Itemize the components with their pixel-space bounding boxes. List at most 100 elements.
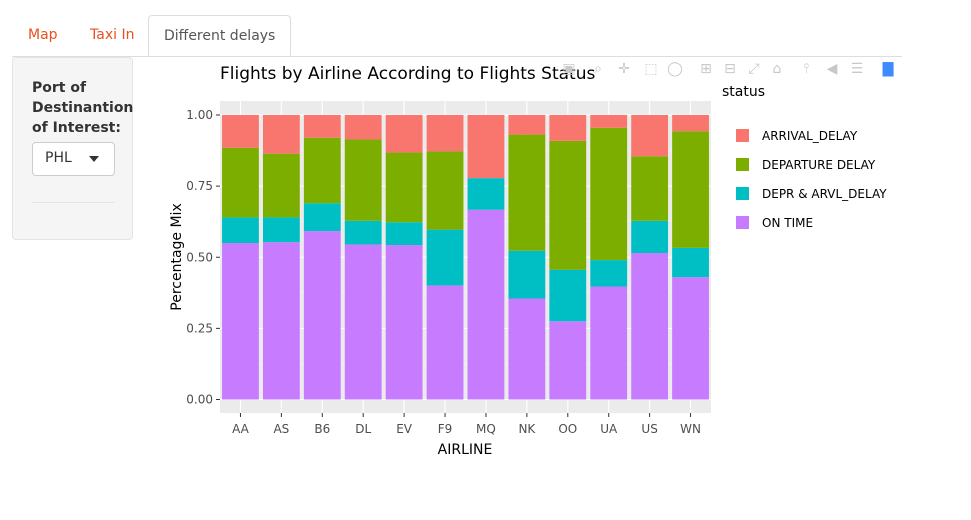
bar-segment bbox=[262, 153, 300, 218]
x-tick-label: DL bbox=[355, 422, 371, 436]
bar-segment bbox=[303, 231, 341, 400]
bar-segment bbox=[262, 115, 300, 154]
pan-icon[interactable]: ✛ bbox=[618, 61, 630, 77]
bar-segment bbox=[549, 321, 587, 400]
y-tick-label: 0.25 bbox=[186, 321, 213, 335]
bar-segment bbox=[590, 115, 628, 128]
port-select-value: PHL bbox=[45, 150, 72, 166]
bar-segment bbox=[222, 243, 259, 400]
bar-segment bbox=[344, 244, 382, 400]
bar-segment bbox=[426, 115, 464, 152]
x-axis-title: AIRLINE bbox=[438, 442, 493, 458]
x-tick-label: AS bbox=[273, 422, 289, 436]
tab-map[interactable]: Map bbox=[28, 27, 58, 43]
port-select[interactable]: PHL bbox=[32, 142, 115, 176]
bar-segment bbox=[590, 260, 628, 287]
port-label: Port of Destinantion of Interest: bbox=[32, 80, 134, 136]
bar-segment bbox=[344, 115, 382, 140]
legend-swatch bbox=[736, 129, 749, 142]
legend-swatch bbox=[736, 158, 749, 171]
bar-segment bbox=[508, 298, 546, 400]
sidebar-divider bbox=[32, 202, 115, 203]
x-tick-label: WN bbox=[680, 422, 701, 436]
bar-segment bbox=[549, 115, 587, 141]
bar-segment bbox=[426, 151, 464, 230]
bar-segment bbox=[631, 115, 669, 157]
x-tick-label: UA bbox=[600, 422, 618, 436]
x-tick-label: F9 bbox=[438, 422, 453, 436]
y-tick-label: 0.00 bbox=[186, 393, 213, 407]
bar-segment bbox=[672, 115, 709, 132]
chart-title: Flights by Airline According to Flights … bbox=[220, 64, 595, 84]
camera-icon[interactable]: ▣ bbox=[562, 61, 576, 77]
legend-swatch bbox=[736, 187, 749, 200]
bar-segment bbox=[385, 152, 423, 223]
bar-segment bbox=[222, 115, 259, 148]
x-tick-label: EV bbox=[396, 422, 413, 436]
chevron-down-icon bbox=[89, 156, 99, 162]
bar-segment bbox=[222, 147, 259, 218]
bar-segment bbox=[631, 156, 669, 221]
bar-segment bbox=[508, 250, 546, 299]
x-tick-label: US bbox=[641, 422, 657, 436]
x-tick-label: MQ bbox=[476, 422, 496, 436]
y-axis-title: Percentage Mix bbox=[169, 203, 185, 310]
box-select-icon[interactable]: ⬚ bbox=[644, 61, 658, 77]
hover-compare-icon[interactable]: ☰ bbox=[850, 61, 864, 77]
y-tick-label: 0.50 bbox=[186, 250, 213, 264]
bar-segment bbox=[344, 220, 382, 245]
tab-bar: Map Taxi In Different delays bbox=[12, 15, 902, 57]
bar-segment bbox=[262, 242, 300, 400]
bar-segment bbox=[467, 178, 505, 210]
bar-segment bbox=[344, 139, 382, 221]
bar-segment bbox=[467, 115, 505, 179]
hover-closest-icon[interactable]: ◀ bbox=[826, 61, 838, 77]
bar-segment bbox=[426, 229, 464, 286]
legend-title: status bbox=[722, 84, 765, 100]
bar-segment bbox=[590, 286, 628, 400]
tab-taxi-in[interactable]: Taxi In bbox=[90, 27, 135, 43]
bar-segment bbox=[549, 140, 587, 270]
bar-segment bbox=[672, 131, 709, 248]
spike-lines-icon[interactable]: ⫯ bbox=[802, 61, 810, 77]
bar-segment bbox=[508, 115, 546, 135]
y-tick-label: 0.75 bbox=[186, 179, 213, 193]
bar-segment bbox=[672, 247, 709, 278]
plotly-logo-icon[interactable]: ▇ bbox=[882, 61, 894, 77]
bar-segment bbox=[631, 220, 669, 253]
bar-segment bbox=[590, 127, 628, 261]
bar-segment bbox=[262, 217, 300, 243]
bar-segment bbox=[303, 137, 341, 204]
autoscale-icon[interactable]: ⤢ bbox=[748, 61, 760, 77]
bar-segment bbox=[303, 115, 341, 138]
y-tick-label: 1.00 bbox=[186, 108, 213, 122]
sidebar-panel: Port of Destinantion of Interest: PHL bbox=[12, 57, 133, 240]
bar-segment bbox=[385, 222, 423, 246]
bar-segment bbox=[672, 277, 709, 400]
home-icon[interactable]: ⌂ bbox=[772, 61, 782, 77]
x-tick-label: NK bbox=[518, 422, 536, 436]
bar-segment bbox=[426, 285, 464, 400]
x-tick-label: OO bbox=[558, 422, 577, 436]
bar-segment bbox=[385, 245, 423, 400]
legend-swatch bbox=[736, 216, 749, 229]
bar-segment bbox=[549, 269, 587, 322]
zoom-in-icon[interactable]: ⊞ bbox=[700, 61, 712, 77]
bar-segment bbox=[385, 115, 423, 153]
bar-segment bbox=[467, 209, 505, 400]
bar-segment bbox=[222, 217, 259, 244]
bar-segment bbox=[303, 203, 341, 232]
bar-segment bbox=[631, 252, 669, 400]
x-tick-label: B6 bbox=[314, 422, 330, 436]
legend-label: ON TIME bbox=[762, 216, 813, 230]
bar-segment bbox=[508, 134, 546, 251]
legend-label: DEPARTURE DELAY bbox=[762, 158, 876, 172]
lasso-icon[interactable]: ◯ bbox=[667, 61, 683, 77]
zoom-icon[interactable]: ⌕ bbox=[594, 61, 602, 77]
x-tick-label: AA bbox=[232, 422, 250, 436]
legend-label: DEPR & ARVL_DELAY bbox=[762, 187, 887, 201]
tab-different-delays[interactable]: Different delays bbox=[148, 15, 292, 56]
zoom-out-icon[interactable]: ⊟ bbox=[724, 61, 736, 77]
legend-label: ARRIVAL_DELAY bbox=[762, 129, 858, 143]
